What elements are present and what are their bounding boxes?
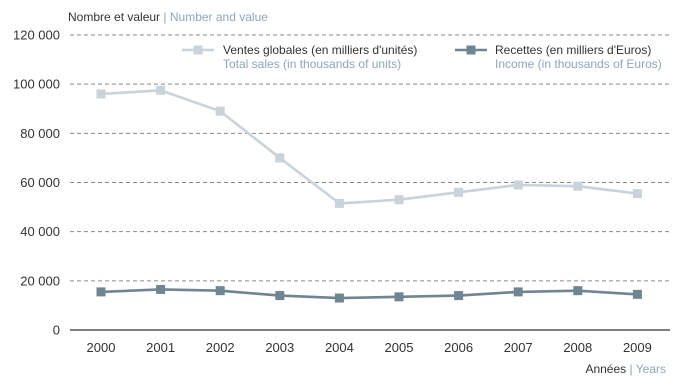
x-tick-label: 2008 xyxy=(563,340,592,355)
data-point xyxy=(275,153,285,163)
data-point xyxy=(96,287,106,297)
separator: | xyxy=(163,10,167,24)
legend-swatch-marker xyxy=(466,45,476,55)
legend-swatch-marker xyxy=(193,45,203,55)
data-point xyxy=(215,286,225,296)
x-tick-labels: 2000 2001 2002 2003 2004 2005 2006 2007 2008 2009 xyxy=(87,340,652,355)
data-point xyxy=(156,284,166,294)
data-point xyxy=(394,195,404,205)
y-tick-label: 100 000 xyxy=(13,77,60,92)
x-axis-title-fr: Années xyxy=(585,362,627,376)
data-point xyxy=(96,89,106,99)
x-axis-title: Années | Years xyxy=(585,362,666,376)
data-point xyxy=(573,286,583,296)
y-axis-title-en: Number and value xyxy=(169,10,268,24)
y-tick-label: 60 000 xyxy=(20,175,60,190)
x-tick-label: 2006 xyxy=(444,340,473,355)
separator: | xyxy=(629,362,633,376)
y-axis-title-fr: Nombre et valeur xyxy=(68,10,161,24)
y-axis-title: Nombre et valeur | Number and value xyxy=(68,10,268,24)
x-tick-label: 2007 xyxy=(504,340,533,355)
data-point xyxy=(215,106,225,116)
grid-lines xyxy=(70,34,670,331)
x-tick-label: 2009 xyxy=(623,340,652,355)
legend-label: Ventes globales (en milliers d'unités) xyxy=(223,43,417,57)
data-point xyxy=(334,198,344,208)
x-axis-title-en: Years xyxy=(635,362,666,376)
data-point xyxy=(275,291,285,301)
y-tick-label: 80 000 xyxy=(20,126,60,141)
legend: Ventes globales (en milliers d'unités)To… xyxy=(182,43,662,71)
legend-label: Recettes (en milliers d'Euros) xyxy=(495,43,651,57)
x-tick-label: 2000 xyxy=(87,340,116,355)
y-tick-label: 20 000 xyxy=(20,273,60,288)
data-point xyxy=(454,187,464,197)
data-point xyxy=(632,289,642,299)
x-tick-label: 2003 xyxy=(265,340,294,355)
legend-label-en: Total sales (in thousands of units) xyxy=(223,57,401,71)
x-tick-label: 2002 xyxy=(206,340,235,355)
series-line-2 xyxy=(100,288,638,300)
y-tick-label: 120 000 xyxy=(13,28,60,43)
data-point xyxy=(454,291,464,301)
x-tick-label: 2005 xyxy=(385,340,414,355)
data-point xyxy=(632,189,642,199)
series-line-1 xyxy=(100,89,638,205)
data-point xyxy=(513,287,523,297)
x-tick-label: 2004 xyxy=(325,340,354,355)
data-point xyxy=(513,180,523,190)
legend-label-en: Income (in thousands of Euros) xyxy=(495,57,662,71)
x-tick-label: 2001 xyxy=(146,340,175,355)
y-tick-labels: 0 20 000 40 000 60 000 80 000 100 000 120 000 xyxy=(13,28,60,338)
data-point xyxy=(394,292,404,302)
y-tick-label: 40 000 xyxy=(20,224,60,239)
data-point xyxy=(334,293,344,303)
y-tick-label: 0 xyxy=(53,323,60,338)
data-point xyxy=(156,85,166,95)
series-lines xyxy=(96,85,642,303)
data-point xyxy=(573,181,583,191)
